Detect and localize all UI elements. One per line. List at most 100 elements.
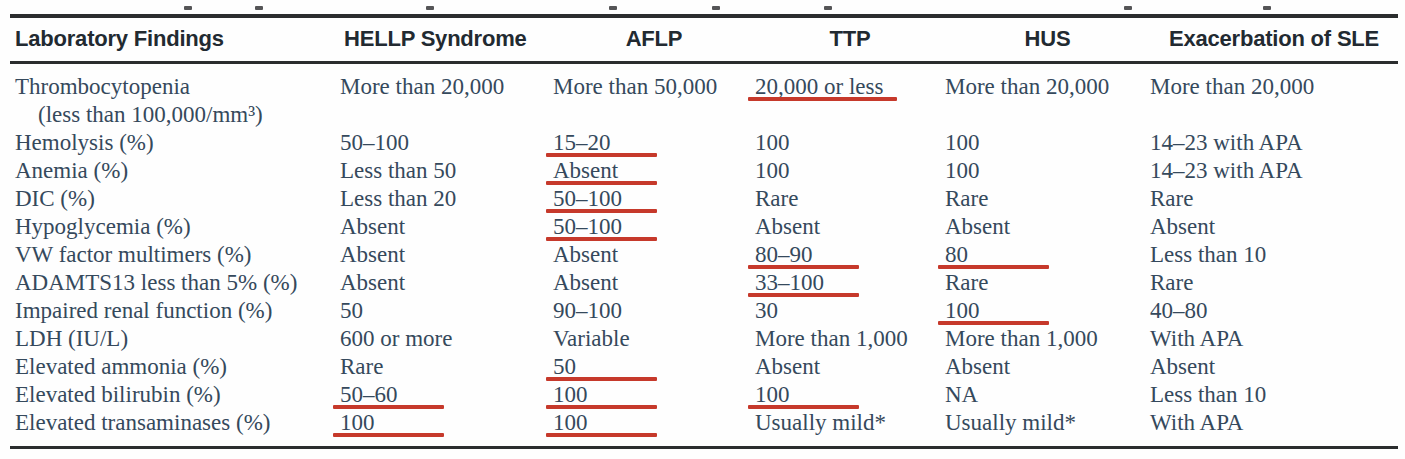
cell-value: Rare [340, 353, 383, 381]
row-label: Impaired renal function (%) [15, 297, 340, 325]
cell-value: With APA [1150, 409, 1243, 437]
data-cell: Less than 50 [340, 157, 553, 185]
cell-value: Less than 50 [340, 157, 456, 185]
data-cell: 14–23 with APA [1150, 129, 1398, 157]
cell-value: 100 [755, 129, 790, 157]
row-label-cell: Impaired renal function (%) [10, 297, 340, 325]
row-label-cell: DIC (%) [10, 185, 340, 213]
data-cell: With APA [1150, 325, 1398, 353]
column-header-hus: HUS [945, 16, 1150, 63]
data-cell: 100 [755, 381, 945, 409]
data-cell: 100 [755, 129, 945, 157]
cell-value-annotated: 50 [553, 353, 643, 381]
cell-value-annotated: 100 [553, 381, 643, 409]
data-cell: NA [945, 381, 1150, 409]
data-cell: 100 [945, 157, 1150, 185]
data-cell: Less than 20 [340, 185, 553, 213]
data-cell: Rare [340, 353, 553, 381]
cell-value-annotated: 100 [755, 381, 845, 409]
column-header-exacerbation-of-sle: Exacerbation of SLE [1150, 16, 1398, 63]
data-cell: More than 50,000 [553, 63, 755, 130]
cell-value: 90–100 [553, 297, 622, 325]
data-cell: More than 20,000 [1150, 63, 1398, 130]
data-cell: 90–100 [553, 297, 755, 325]
cell-value-annotated: 50–100 [553, 185, 643, 213]
scan-artifact-speck [1263, 6, 1271, 10]
scan-artifacts [0, 6, 1405, 14]
cell-value-annotated: 20,000 or less [755, 73, 883, 101]
scan-artifact-speck [1124, 6, 1132, 10]
data-cell: 30 [755, 297, 945, 325]
cell-value-annotated: 80 [945, 241, 1035, 269]
cell-value: More than 1,000 [945, 325, 1098, 353]
cell-value: Absent [340, 269, 405, 297]
data-cell: Variable [553, 325, 755, 353]
row-label-cell: Elevated ammonia (%) [10, 353, 340, 381]
data-cell: 600 or more [340, 325, 553, 353]
data-cell: Absent [340, 241, 553, 269]
scanned-table-page: Laboratory FindingsHELLP SyndromeAFLPTTP… [0, 0, 1405, 459]
cell-value: Rare [1150, 185, 1193, 213]
cell-value: More than 1,000 [755, 325, 908, 353]
data-cell: Usually mild* [945, 409, 1150, 448]
data-cell: 33–100 [755, 269, 945, 297]
cell-value: More than 50,000 [553, 73, 717, 101]
data-cell: 15–20 [553, 129, 755, 157]
data-cell: Usually mild* [755, 409, 945, 448]
data-cell: Absent [1150, 213, 1398, 241]
cell-value-annotated: 33–100 [755, 269, 845, 297]
cell-value: Variable [553, 325, 630, 353]
data-cell: 50 [340, 297, 553, 325]
cell-value: 100 [945, 157, 980, 185]
data-cell: 100 [945, 297, 1150, 325]
row-label-cell: ADAMTS13 less than 5% (%) [10, 269, 340, 297]
cell-value: Rare [755, 185, 798, 213]
row-label: Elevated transaminases (%) [15, 409, 340, 437]
data-cell: Absent [945, 213, 1150, 241]
row-label: DIC (%) [15, 185, 340, 213]
table-header-row: Laboratory FindingsHELLP SyndromeAFLPTTP… [10, 16, 1398, 63]
cell-value-annotated: 100 [945, 297, 1035, 325]
row-label: Hemolysis (%) [15, 129, 340, 157]
table-row: VW factor multimers (%)AbsentAbsent80–90… [10, 241, 1398, 269]
scan-artifact-speck [824, 6, 832, 10]
cell-value: 14–23 with APA [1150, 157, 1303, 185]
row-label: Hypoglycemia (%) [15, 213, 340, 241]
data-cell: 20,000 or less [755, 63, 945, 130]
table-row: ADAMTS13 less than 5% (%)AbsentAbsent33–… [10, 269, 1398, 297]
data-cell: Rare [945, 185, 1150, 213]
cell-value-annotated: 80–90 [755, 241, 845, 269]
data-cell: 100 [553, 409, 755, 448]
scan-artifact-speck [712, 6, 720, 10]
data-cell: Rare [755, 185, 945, 213]
row-label: LDH (IU/L) [15, 325, 340, 353]
cell-value: Absent [340, 213, 405, 241]
cell-value: Less than 10 [1150, 241, 1266, 269]
data-cell: Less than 10 [1150, 241, 1398, 269]
data-cell: With APA [1150, 409, 1398, 448]
cell-value: 14–23 with APA [1150, 129, 1303, 157]
lab-findings-comparison-table: Laboratory FindingsHELLP SyndromeAFLPTTP… [10, 14, 1398, 449]
data-cell: Absent [755, 353, 945, 381]
row-label-cell: VW factor multimers (%) [10, 241, 340, 269]
row-label: Thrombocytopenia [15, 73, 340, 101]
data-cell: Absent [553, 241, 755, 269]
cell-value: 100 [755, 157, 790, 185]
column-header-aflp: AFLP [553, 16, 755, 63]
scan-artifact-speck [609, 6, 617, 10]
table-row: Hemolysis (%)50–10015–2010010014–23 with… [10, 129, 1398, 157]
row-label-cell: Hypoglycemia (%) [10, 213, 340, 241]
table-row: Hypoglycemia (%)Absent50–100AbsentAbsent… [10, 213, 1398, 241]
row-sublabel: (less than 100,000/mm³) [15, 101, 340, 129]
data-cell: More than 1,000 [945, 325, 1150, 353]
data-cell: 14–23 with APA [1150, 157, 1398, 185]
cell-value-annotated: 100 [340, 409, 430, 437]
scan-artifact-speck [255, 6, 263, 10]
data-cell: Absent [340, 213, 553, 241]
column-header-ttp: TTP [755, 16, 945, 63]
row-label-cell: Anemia (%) [10, 157, 340, 185]
data-cell: More than 20,000 [340, 63, 553, 130]
data-cell: Less than 10 [1150, 381, 1398, 409]
cell-value: Absent [1150, 213, 1215, 241]
cell-value: 100 [945, 129, 980, 157]
